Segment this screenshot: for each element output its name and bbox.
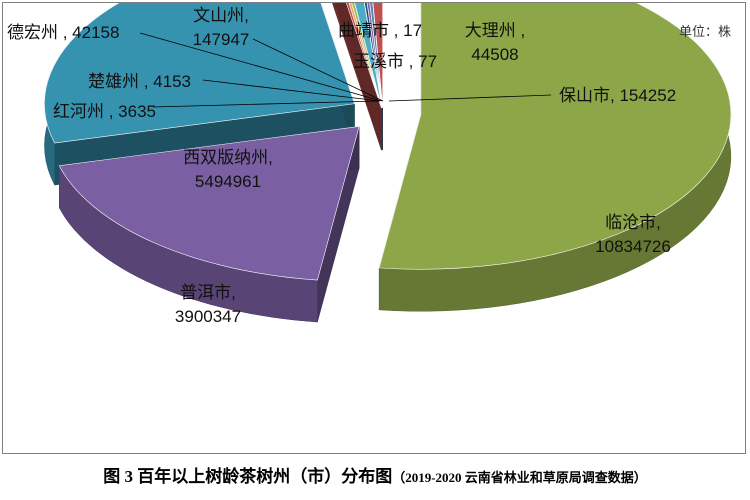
pie-chart: 临沧市, 10834726 普洱市, 3900347 西双版纳州, 5494961 红河州 … bbox=[7, 3, 732, 326]
leader-line-楚雄州 bbox=[202, 79, 381, 102]
slice-1-普洱市 bbox=[58, 126, 360, 281]
slice-labels: 临沧市, 10834726 普洱市, 3900347 西双版纳州, 5494961 红河州 … bbox=[7, 6, 676, 326]
chart-area: 临沧市, 10834726 普洱市, 3900347 西双版纳州, 5494961 红河州 … bbox=[2, 2, 746, 454]
slice-2-西双版纳州 bbox=[44, 3, 355, 144]
figure-caption: 图 3 百年以上树龄茶树州（市）分布图（2019-2020 云南省林业和草原局调… bbox=[0, 462, 750, 487]
caption-title: 图 3 百年以上树龄茶树州（市）分布图 bbox=[103, 467, 393, 486]
caption-source: （2019-2020 云南省林业和草原局调查数据） bbox=[392, 470, 647, 485]
value-西双版纳州: 5494961 bbox=[195, 172, 261, 191]
label-曲靖市: 曲靖市 , 17 bbox=[338, 21, 422, 40]
label-玉溪市: 玉溪市 , 77 bbox=[353, 52, 437, 71]
leader-line-德宏州 bbox=[139, 32, 382, 102]
label-西双版纳州: 西双版纳州, bbox=[183, 148, 273, 167]
label-文山州: 文山州, bbox=[193, 6, 249, 25]
label-德宏州: 德宏州 , 42158 bbox=[7, 23, 119, 42]
label-楚雄州: 楚雄州 , 4153 bbox=[88, 72, 191, 91]
slice-3-红河州 bbox=[346, 3, 382, 109]
slice-5-德宏州 bbox=[351, 3, 382, 109]
pie-tops bbox=[44, 3, 732, 281]
leader-line-文山州 bbox=[252, 38, 384, 102]
label-临沧市: 临沧市, bbox=[605, 213, 661, 232]
leader-line-保山市 bbox=[388, 94, 552, 102]
slice-8-玉溪市 bbox=[366, 3, 383, 109]
slice-10-保山市 bbox=[372, 3, 384, 108]
label-保山市: 保山市, 154252 bbox=[559, 86, 676, 105]
value-大理州: 44508 bbox=[471, 45, 518, 64]
unit-label: 单位：株 bbox=[678, 24, 731, 39]
label-红河州: 红河州 , 3635 bbox=[53, 102, 156, 121]
slice-0-临沧市 bbox=[378, 3, 732, 270]
slice-6-文山州 bbox=[354, 3, 383, 109]
label-普洱市: 普洱市, bbox=[180, 283, 236, 302]
value-文山州: 147947 bbox=[193, 30, 250, 49]
label-大理州: 大理州 , bbox=[465, 21, 525, 40]
value-临沧市: 10834726 bbox=[595, 237, 671, 256]
leader-line-红河州 bbox=[152, 100, 379, 108]
value-普洱市: 3900347 bbox=[175, 307, 241, 326]
